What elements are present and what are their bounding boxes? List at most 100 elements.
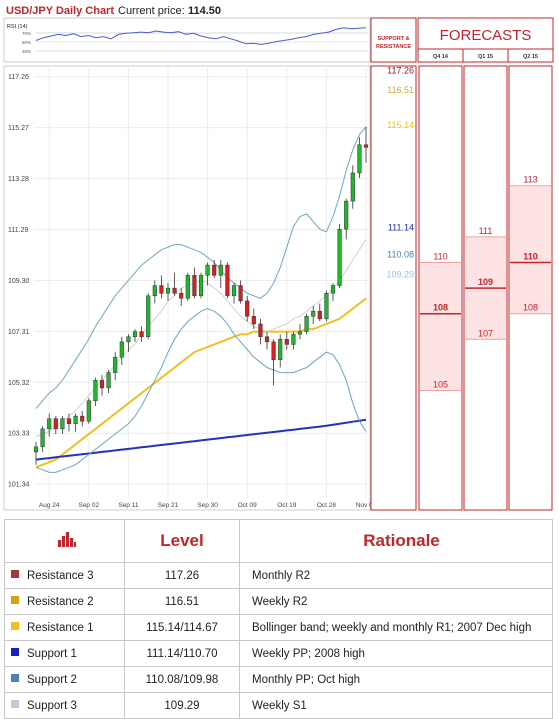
candle xyxy=(179,288,184,307)
candle-body xyxy=(231,285,237,297)
candle xyxy=(66,413,72,432)
forecasts-title: FORECASTS xyxy=(440,27,532,44)
candle xyxy=(245,295,250,322)
sr-panel: SUPPORT & RESISTANCE 117.26 116.51 115.14 1… xyxy=(370,17,417,511)
candle xyxy=(231,283,237,304)
candle-body xyxy=(93,380,98,401)
candle-body xyxy=(311,310,316,317)
forecast-column-label: Q4 14 xyxy=(433,54,449,60)
row-level: 116.51 xyxy=(124,588,240,615)
candle-body xyxy=(60,418,65,430)
forecast-mid-label: 110 xyxy=(523,252,538,262)
table-row: Resistance 3 117.26 Monthly R2 xyxy=(4,562,553,589)
row-name: Resistance 2 xyxy=(27,595,94,608)
candle-body xyxy=(218,264,223,276)
candle-body xyxy=(317,310,322,320)
forecast-low-label: 105 xyxy=(433,380,448,390)
candle xyxy=(258,318,263,345)
candle xyxy=(324,290,329,322)
sr-label: 115.14 xyxy=(387,120,414,130)
x-tick-label: Sep 11 xyxy=(118,502,139,509)
x-tick-label: Oct 09 xyxy=(238,502,258,509)
candle-body xyxy=(337,229,342,286)
candle-body xyxy=(172,287,177,294)
candle xyxy=(86,398,91,424)
candle-body xyxy=(53,418,58,430)
candle xyxy=(165,283,171,301)
row-rationale: Weekly PP; 2008 high xyxy=(239,640,553,667)
row-name: Support 3 xyxy=(27,699,77,712)
candle xyxy=(132,329,138,342)
candle xyxy=(284,331,289,350)
y-tick-label: 103.33 xyxy=(8,431,30,438)
candle xyxy=(311,306,316,324)
candle xyxy=(205,262,210,286)
candle-body xyxy=(86,400,91,422)
row-name: Support 2 xyxy=(27,673,77,686)
candle-body xyxy=(344,200,349,230)
legend-swatch xyxy=(11,622,19,631)
legend-swatch xyxy=(11,700,19,709)
bar-chart-icon xyxy=(58,531,76,547)
candle xyxy=(225,262,230,299)
candle-body xyxy=(297,331,303,335)
candle xyxy=(278,334,283,368)
candle-body xyxy=(185,275,190,299)
candle xyxy=(357,137,362,179)
candle-body xyxy=(132,331,138,337)
candle xyxy=(47,413,52,437)
candle-body xyxy=(357,144,362,174)
candle xyxy=(113,352,118,381)
y-tick-label: 105.32 xyxy=(8,380,30,387)
candle xyxy=(146,293,151,340)
forecast-header-cell xyxy=(507,48,554,63)
forecasts-panel: FORECASTS Q4 14 110 108 105 Q1 15 111 109 107 Q2… xyxy=(417,17,554,511)
x-tick-label: Aug 24 xyxy=(39,502,60,509)
table-row: Resistance 1 115.14/114.67 Bollinger ban… xyxy=(4,614,553,641)
candle xyxy=(271,339,276,386)
table-row: Support 3 109.29 Weekly S1 xyxy=(4,692,553,719)
candle xyxy=(53,416,58,435)
y-tick-label: 101.34 xyxy=(8,482,30,489)
candle xyxy=(297,323,303,340)
candle-body xyxy=(40,428,45,448)
series-line-0 xyxy=(35,297,367,469)
forecast-mid-label: 109 xyxy=(478,277,493,287)
candle-body xyxy=(291,333,296,345)
table-row: Support 1 111.14/110.70 Weekly PP; 2008 … xyxy=(4,640,553,667)
current-price-value: 114.50 xyxy=(188,5,221,17)
candle xyxy=(350,165,355,209)
rsi-line xyxy=(35,27,367,45)
legend-swatch xyxy=(11,648,19,657)
candle-body xyxy=(106,372,111,389)
candle-body xyxy=(198,275,204,297)
candle-body xyxy=(165,287,171,294)
candle-body xyxy=(258,323,263,338)
x-tick-label: Nov 06 xyxy=(356,502,377,509)
candle-body xyxy=(179,292,184,299)
candle xyxy=(80,410,85,427)
y-tick-label: 109.30 xyxy=(8,278,30,285)
candle-body xyxy=(350,172,355,202)
candle-body xyxy=(192,275,197,297)
candle-body xyxy=(126,336,131,343)
forecast-range xyxy=(510,185,551,314)
candle xyxy=(152,280,157,304)
x-tick-label: Sep 02 xyxy=(78,502,99,509)
forecast-low-label: 108 xyxy=(523,303,538,313)
table-header-icon-cell xyxy=(4,519,125,563)
sr-label: 117.26 xyxy=(387,66,414,76)
candle-body xyxy=(264,336,270,343)
candle xyxy=(363,126,369,163)
legend-swatch xyxy=(11,674,19,683)
row-rationale: Monthly PP; Oct high xyxy=(239,666,553,693)
rsi-label: RSI (14) xyxy=(7,24,28,30)
y-tick-label: 117.26 xyxy=(8,74,29,81)
sr-title-line1: SUPPORT & xyxy=(377,36,409,42)
row-name: Resistance 1 xyxy=(27,621,94,634)
forecast-low-label: 107 xyxy=(478,328,493,338)
table-row: Support 2 110.08/109.98 Monthly PP; Oct … xyxy=(4,666,553,693)
candle xyxy=(40,426,45,452)
candle xyxy=(126,334,131,353)
candle-body xyxy=(225,264,230,297)
